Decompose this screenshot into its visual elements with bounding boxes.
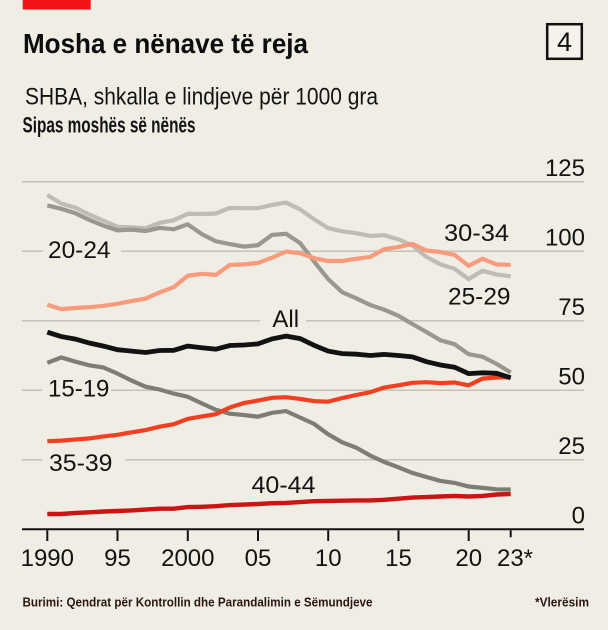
svg-text:30-34: 30-34 <box>444 220 509 247</box>
svg-text:SHBA, shkalla e lindjeve për 1: SHBA, shkalla e lindjeve për 1000 gra <box>25 83 379 110</box>
svg-text:05: 05 <box>245 545 272 572</box>
svg-text:50: 50 <box>558 363 585 390</box>
svg-text:95: 95 <box>104 545 131 572</box>
svg-text:15-19: 15-19 <box>48 375 109 402</box>
svg-text:15: 15 <box>385 545 412 572</box>
svg-text:25-29: 25-29 <box>448 284 511 311</box>
svg-text:*Vlerësim: *Vlerësim <box>535 596 589 610</box>
svg-text:2000: 2000 <box>161 545 214 572</box>
svg-text:20: 20 <box>455 545 482 572</box>
svg-text:75: 75 <box>558 294 585 321</box>
svg-text:All: All <box>272 306 299 333</box>
svg-text:1990: 1990 <box>21 545 74 572</box>
svg-text:23*: 23* <box>497 545 533 572</box>
svg-text:40-44: 40-44 <box>252 472 316 499</box>
svg-text:10: 10 <box>315 545 342 572</box>
svg-text:20-24: 20-24 <box>48 237 111 264</box>
svg-text:100: 100 <box>545 224 585 251</box>
svg-text:Burimi: Qendrat për Kontrollin: Burimi: Qendrat për Kontrollin dhe Paran… <box>23 596 373 610</box>
svg-text:0: 0 <box>572 502 585 529</box>
svg-text:125: 125 <box>545 155 585 182</box>
svg-text:25: 25 <box>558 433 585 460</box>
svg-text:Mosha e nënave të reja: Mosha e nënave të reja <box>23 28 308 59</box>
svg-text:Sipas moshës së nënës: Sipas moshës së nënës <box>23 113 196 138</box>
svg-text:4: 4 <box>557 27 572 57</box>
svg-text:35-39: 35-39 <box>49 450 113 477</box>
